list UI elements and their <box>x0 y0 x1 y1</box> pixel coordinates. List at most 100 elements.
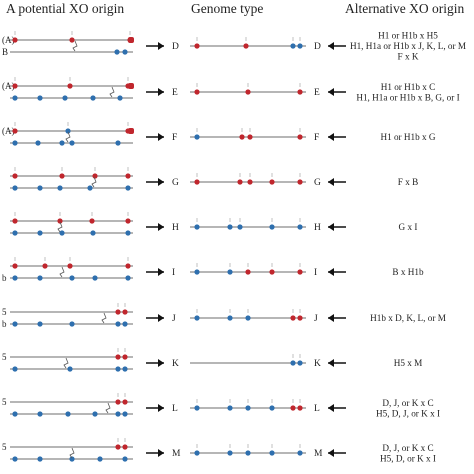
snp-marker <box>247 134 253 140</box>
snp-marker <box>122 456 128 462</box>
alternative-xo-origin-text: H1 or H1b x H5 <box>378 31 438 41</box>
genome-type-letter: L <box>172 404 178 414</box>
snp-marker <box>297 315 303 321</box>
snp-marker <box>125 185 131 191</box>
alternative-xo-origin-text: H5, D, or K x I <box>380 453 436 463</box>
snp-marker <box>12 275 18 281</box>
snp-marker <box>297 450 303 456</box>
snp-marker <box>65 128 71 134</box>
genome-type-letter-right: E <box>314 88 320 98</box>
genome-type-letter-right: L <box>314 404 320 414</box>
snp-marker <box>67 263 73 269</box>
genome-type-letter-right: H <box>314 223 321 233</box>
arrowhead <box>158 88 164 96</box>
snp-marker <box>57 185 63 191</box>
snp-marker <box>12 218 18 224</box>
snp-marker <box>194 405 200 411</box>
snp-marker <box>37 95 43 101</box>
snp-marker <box>67 83 73 89</box>
snp-marker <box>67 366 73 372</box>
snp-marker <box>59 230 65 236</box>
snp-marker <box>269 269 275 275</box>
snp-marker <box>12 95 18 101</box>
arrowhead <box>158 133 164 141</box>
crossover-mark <box>65 131 71 143</box>
snp-marker <box>194 134 200 140</box>
snp-marker <box>92 275 98 281</box>
arrowhead <box>328 178 334 186</box>
genome-type-letter: G <box>172 178 179 188</box>
genome-type-letter: I <box>172 268 175 278</box>
arrowhead <box>158 404 164 412</box>
alternative-xo-origin-text: H1 or H1b x C <box>381 82 436 92</box>
genome-type-letter-right: M <box>314 449 323 459</box>
snp-marker <box>115 366 121 372</box>
snp-marker <box>297 269 303 275</box>
crossover-mark <box>91 176 97 188</box>
snp-marker <box>122 366 128 372</box>
arrowhead <box>328 223 334 231</box>
snp-marker <box>69 140 75 146</box>
alternative-xo-origin-text: F x K <box>398 52 419 62</box>
genome-type-letter-right: D <box>314 42 321 52</box>
snp-marker <box>65 411 71 417</box>
snp-marker <box>122 411 128 417</box>
alternative-xo-origin-text: G x I <box>399 222 418 232</box>
snp-marker <box>297 360 303 366</box>
snp-marker <box>297 179 303 185</box>
snp-marker <box>87 185 93 191</box>
snp-marker <box>194 315 200 321</box>
arrowhead <box>158 449 164 457</box>
arrowhead <box>328 42 334 50</box>
genome-type-letter-right: K <box>314 359 321 369</box>
snp-marker <box>37 230 43 236</box>
crossover-mark <box>72 40 78 52</box>
arrowhead <box>328 449 334 457</box>
snp-marker <box>227 269 233 275</box>
snp-marker <box>194 450 200 456</box>
parent-tag-top: 5 <box>2 397 7 407</box>
alternative-xo-origin-text: H1 or H1b x G <box>380 132 435 142</box>
snp-marker <box>122 309 128 315</box>
crossover-mark <box>69 447 75 459</box>
snp-marker <box>227 224 233 230</box>
snp-marker <box>62 95 68 101</box>
snp-marker <box>122 444 128 450</box>
snp-marker <box>37 275 43 281</box>
snp-marker <box>69 321 75 327</box>
parent-tag-top: (A) <box>2 35 15 45</box>
snp-marker <box>90 95 96 101</box>
genome-type-letter: F <box>172 133 177 143</box>
snp-marker <box>12 37 18 43</box>
snp-marker <box>12 411 18 417</box>
snp-marker <box>122 321 128 327</box>
crossover-mark <box>63 357 69 369</box>
genome-type-letter: D <box>172 42 179 52</box>
genome-type-letter: M <box>172 449 181 459</box>
snp-marker <box>227 315 233 321</box>
parent-tag-bottom: b <box>2 319 7 329</box>
crossover-mark <box>109 86 115 98</box>
snp-marker <box>297 134 303 140</box>
snp-marker <box>12 140 18 146</box>
snp-marker <box>69 37 75 43</box>
snp-marker <box>37 411 43 417</box>
snp-marker <box>115 354 121 360</box>
alternative-xo-origin-text: D, J, or K x C <box>382 443 433 453</box>
crossover-mark <box>59 266 65 278</box>
arrowhead <box>158 42 164 50</box>
snp-marker <box>297 43 303 49</box>
snp-marker <box>89 218 95 224</box>
snp-marker <box>115 321 121 327</box>
snp-marker <box>297 89 303 95</box>
genome-type-letter-right: I <box>314 268 317 278</box>
snp-marker <box>115 411 121 417</box>
snp-marker <box>269 450 275 456</box>
snp-marker <box>59 140 65 146</box>
snp-marker <box>269 179 275 185</box>
snp-marker <box>122 354 128 360</box>
snp-marker <box>92 173 98 179</box>
alternative-xo-origin-text: F x B <box>398 177 418 187</box>
alternative-xo-origin-text: H5 x M <box>394 358 423 368</box>
parent-tag-bottom: b <box>2 273 7 283</box>
